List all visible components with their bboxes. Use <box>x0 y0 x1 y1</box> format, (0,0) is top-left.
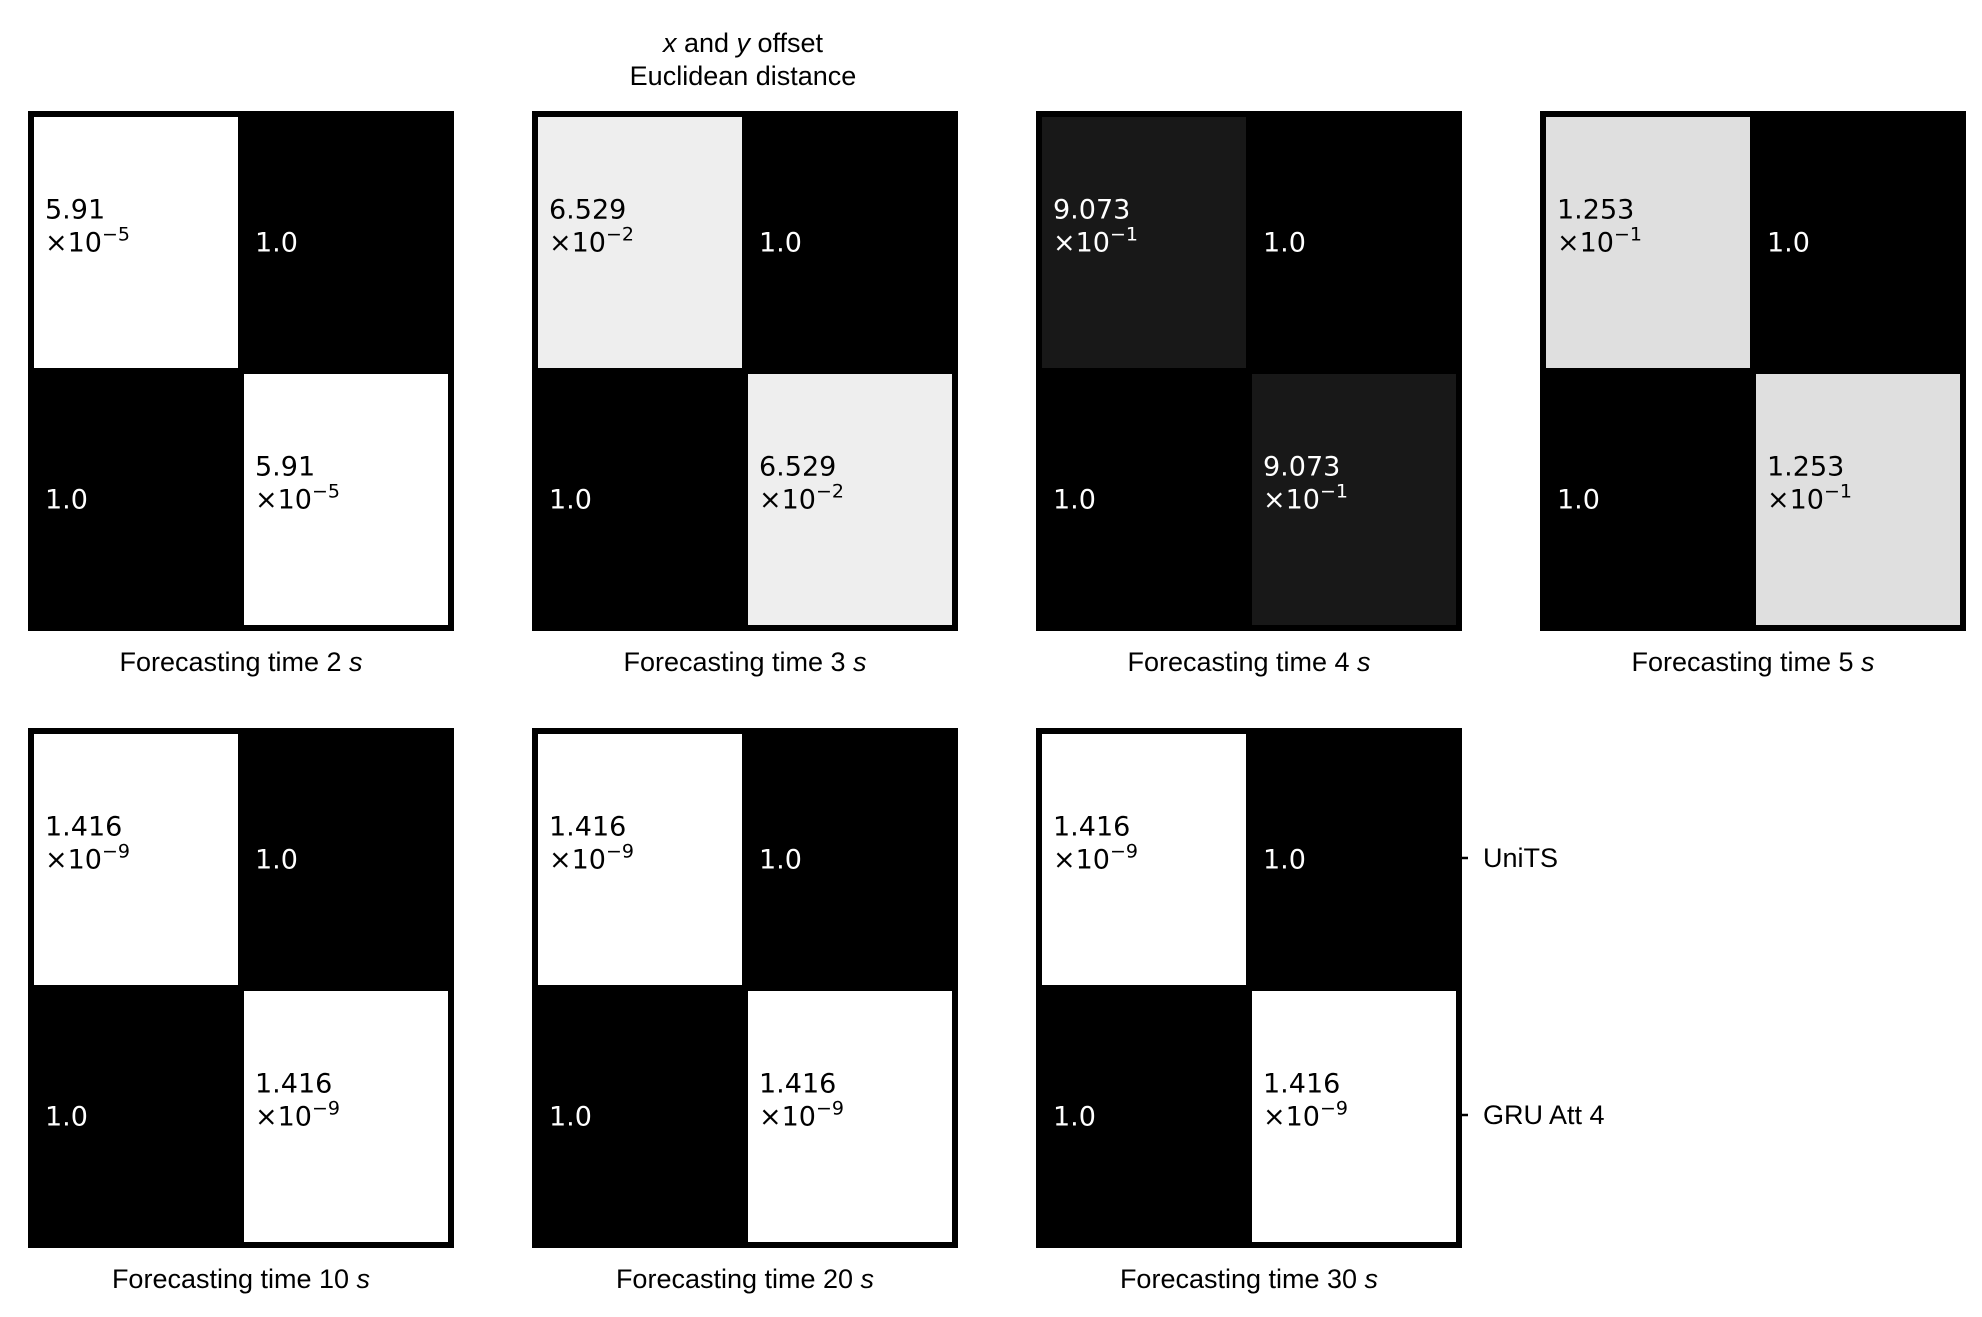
heatmap-cell-offdiagonal <box>1036 368 1252 631</box>
cell-value-exponent: ×10−9 <box>549 841 634 876</box>
cell-value-mantissa: 5.91 <box>45 195 105 226</box>
cell-value-label: 1.0 <box>1263 845 1306 876</box>
cell-value-label: 1.0 <box>255 228 298 259</box>
cell-value-exponent: ×10−5 <box>255 481 340 516</box>
heatmap-cell-diagonal <box>238 985 454 1248</box>
cell-value-exponent: ×10−9 <box>45 841 130 876</box>
panel-frame <box>535 731 955 1245</box>
figure-title-line1: x and y offset <box>661 28 824 58</box>
panel-xlabel: Forecasting time 30 s <box>1120 1264 1378 1294</box>
panel-xlabel: Forecasting time 2 s <box>119 647 362 677</box>
panel-xlabel: Forecasting time 5 s <box>1631 647 1874 677</box>
panel-frame <box>1543 114 1963 628</box>
panel-xlabel: Forecasting time 3 s <box>623 647 866 677</box>
cell-value-label: 1.0 <box>45 1102 88 1133</box>
panel-xlabel: Forecasting time 4 s <box>1127 647 1370 677</box>
cell-value-label: 1.0 <box>759 845 802 876</box>
cell-value-exponent: ×10−9 <box>1053 841 1138 876</box>
cell-value-mantissa: 1.253 <box>1557 195 1634 226</box>
cell-value-mantissa: 9.073 <box>1053 195 1130 226</box>
cell-value-label: 1.0 <box>45 485 88 516</box>
panel-frame <box>1039 114 1459 628</box>
panel-frame <box>31 114 451 628</box>
cell-value-exponent: ×10−9 <box>255 1098 340 1133</box>
cell-value-mantissa: 1.416 <box>45 812 122 843</box>
panel-xlabel: Forecasting time 10 s <box>112 1264 370 1294</box>
heatmap-cell-offdiagonal <box>1246 728 1462 991</box>
cell-value-label: 1.0 <box>1557 485 1600 516</box>
cell-value-mantissa: 1.253 <box>1767 452 1844 483</box>
cell-value-exponent: ×10−9 <box>1263 1098 1348 1133</box>
row-label-gru-att-4: GRU Att 4 <box>1483 1100 1605 1130</box>
cell-value-exponent: ×10−1 <box>1263 481 1348 516</box>
heatmap-cell-diagonal <box>1750 368 1966 631</box>
heatmap-cell-diagonal <box>238 368 454 631</box>
cell-value-exponent: ×10−2 <box>549 224 634 259</box>
cell-value-exponent: ×10−2 <box>759 481 844 516</box>
cell-value-mantissa: 1.416 <box>1053 812 1130 843</box>
cell-value-mantissa: 1.416 <box>1263 1069 1340 1100</box>
cell-value-mantissa: 9.073 <box>1263 452 1340 483</box>
cell-value-label: 1.0 <box>549 1102 592 1133</box>
row-label-axis: UniTS GRU Att 4 <box>1456 843 1605 1130</box>
heatmap-cell-diagonal <box>742 985 958 1248</box>
heatmap-cell-diagonal <box>1036 728 1252 991</box>
panel-xlabel: Forecasting time 20 s <box>616 1264 874 1294</box>
heatmap-cell-diagonal <box>28 111 244 374</box>
cell-value-exponent: ×10−5 <box>45 224 130 259</box>
panel-frame <box>535 114 955 628</box>
cell-value-mantissa: 5.91 <box>255 452 315 483</box>
cell-value-exponent: ×10−1 <box>1557 224 1642 259</box>
heatmap-cell-offdiagonal <box>1036 985 1252 1248</box>
row-label-units: UniTS <box>1483 843 1558 873</box>
cell-value-label: 1.0 <box>1767 228 1810 259</box>
cell-value-mantissa: 1.416 <box>759 1069 836 1100</box>
heatmap-cell-diagonal <box>532 111 748 374</box>
cell-value-mantissa: 1.416 <box>255 1069 332 1100</box>
panel-frame <box>1039 731 1459 1245</box>
heatmap-cell-offdiagonal <box>238 111 454 374</box>
heatmap-cell-offdiagonal <box>28 368 244 631</box>
cell-value-label: 1.0 <box>549 485 592 516</box>
cell-value-label: 1.0 <box>255 845 298 876</box>
panel-frame <box>31 731 451 1245</box>
cell-value-label: 1.0 <box>759 228 802 259</box>
cell-value-mantissa: 1.416 <box>549 812 626 843</box>
cell-value-label: 1.0 <box>1053 1102 1096 1133</box>
cell-value-label: 1.0 <box>1053 485 1096 516</box>
cell-value-exponent: ×10−1 <box>1053 224 1138 259</box>
cell-value-label: 1.0 <box>1263 228 1306 259</box>
cell-value-exponent: ×10−1 <box>1767 481 1852 516</box>
figure-title-line2: Euclidean distance <box>630 61 857 91</box>
cell-value-exponent: ×10−9 <box>759 1098 844 1133</box>
cell-value-mantissa: 6.529 <box>759 452 836 483</box>
cell-value-mantissa: 6.529 <box>549 195 626 226</box>
heatmap-cell-diagonal <box>532 728 748 991</box>
